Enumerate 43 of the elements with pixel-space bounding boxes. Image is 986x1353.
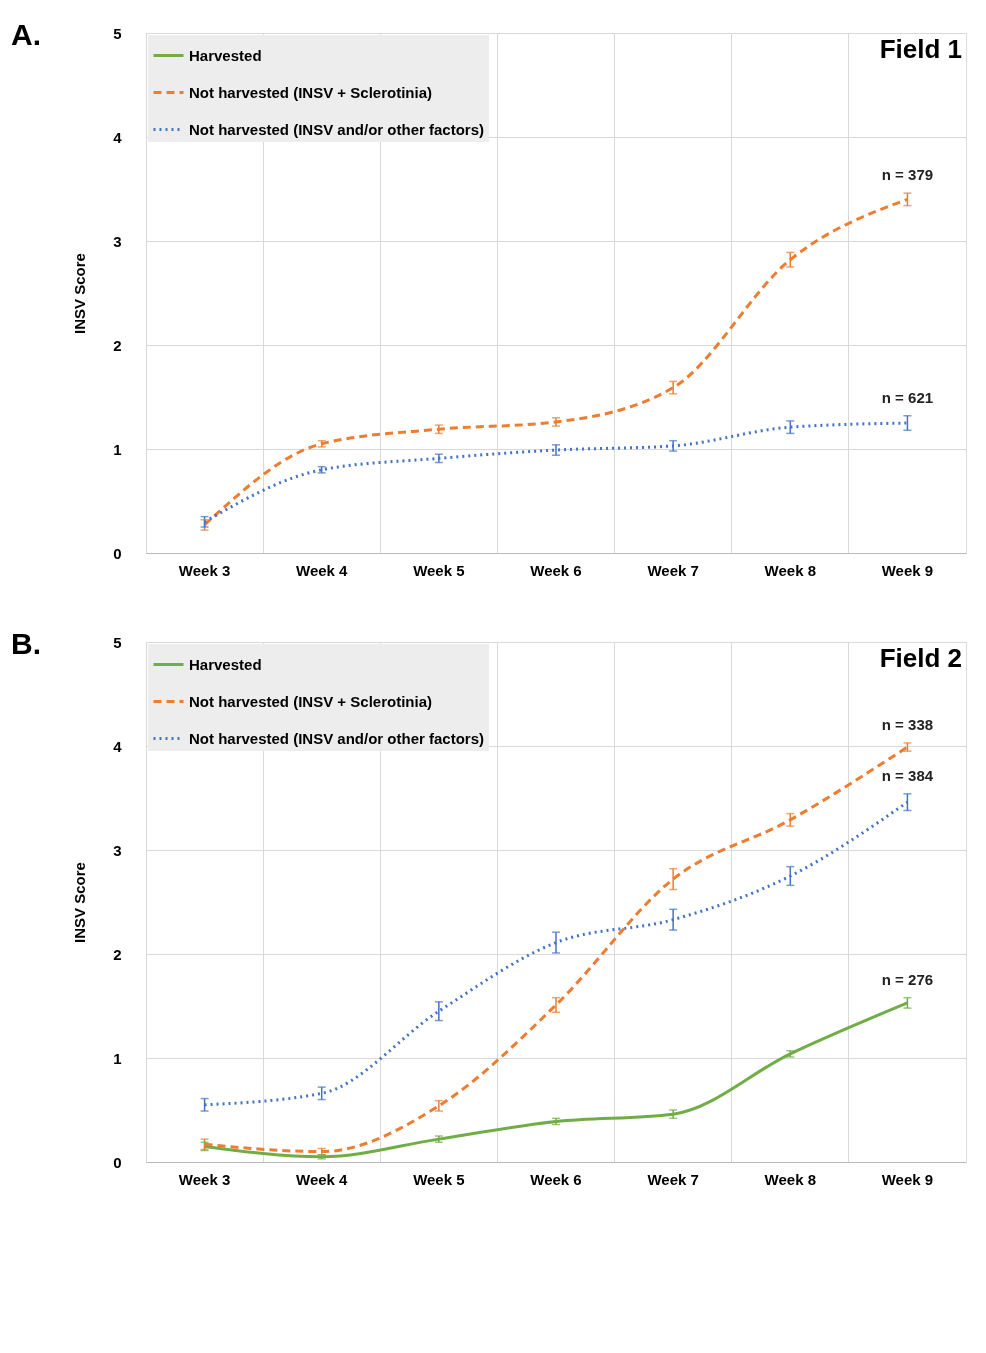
legend-label: Not harvested (INSV and/or other factors) [189,729,485,747]
x-tick-label: Week 9 [881,561,934,579]
x-tick-label: Week 4 [296,1170,349,1188]
y-tick-label: 2 [113,945,122,963]
x-tick-label: Week 3 [178,561,231,579]
x-tick-label: Week 5 [413,561,465,579]
x-tick-label: Week 9 [881,1170,934,1188]
y-tick-label: 5 [113,24,122,42]
y-tick-label: 4 [113,737,123,755]
y-tick-label: 2 [113,336,122,354]
y-axis-title: INSV Score [71,862,89,943]
annotation: n = 379 [881,166,934,184]
y-tick-label: 3 [113,232,122,250]
annotation: n = 621 [881,388,934,406]
legend-label: Not harvested (INSV + Sclerotinia) [189,692,432,710]
x-tick-label: Week 5 [413,1170,465,1188]
annotation: Field 1 [879,34,962,64]
y-tick-label: 1 [113,1049,122,1067]
y-tick-label: 0 [113,1153,122,1171]
x-tick-label: Week 6 [530,561,582,579]
annotation: n = 384 [881,766,934,784]
annotation: n = 338 [881,715,934,733]
legend-label: Harvested [189,655,262,673]
legend-label: Not harvested (INSV and/or other factors) [189,120,485,138]
x-tick-label: Week 3 [178,1170,231,1188]
text: B. [11,627,41,660]
x-tick-label: Week 7 [647,1170,699,1188]
y-tick-label: 1 [113,440,122,458]
annotation: n = 276 [881,970,934,988]
x-tick-label: Week 7 [647,561,699,579]
legend-label: Not harvested (INSV + Sclerotinia) [189,83,432,101]
legend-label: Harvested [189,46,262,64]
annotation: Field 2 [879,643,962,673]
y-tick-label: 3 [113,841,122,859]
y-tick-label: 5 [113,633,122,651]
x-tick-label: Week 6 [530,1170,582,1188]
y-tick-label: 0 [113,544,122,562]
y-axis-title: INSV Score [71,253,89,334]
y-tick-label: 4 [113,128,123,146]
x-tick-label: Week 8 [764,561,816,579]
x-tick-label: Week 8 [764,1170,816,1188]
text: A. [11,18,41,51]
x-tick-label: Week 4 [296,561,349,579]
